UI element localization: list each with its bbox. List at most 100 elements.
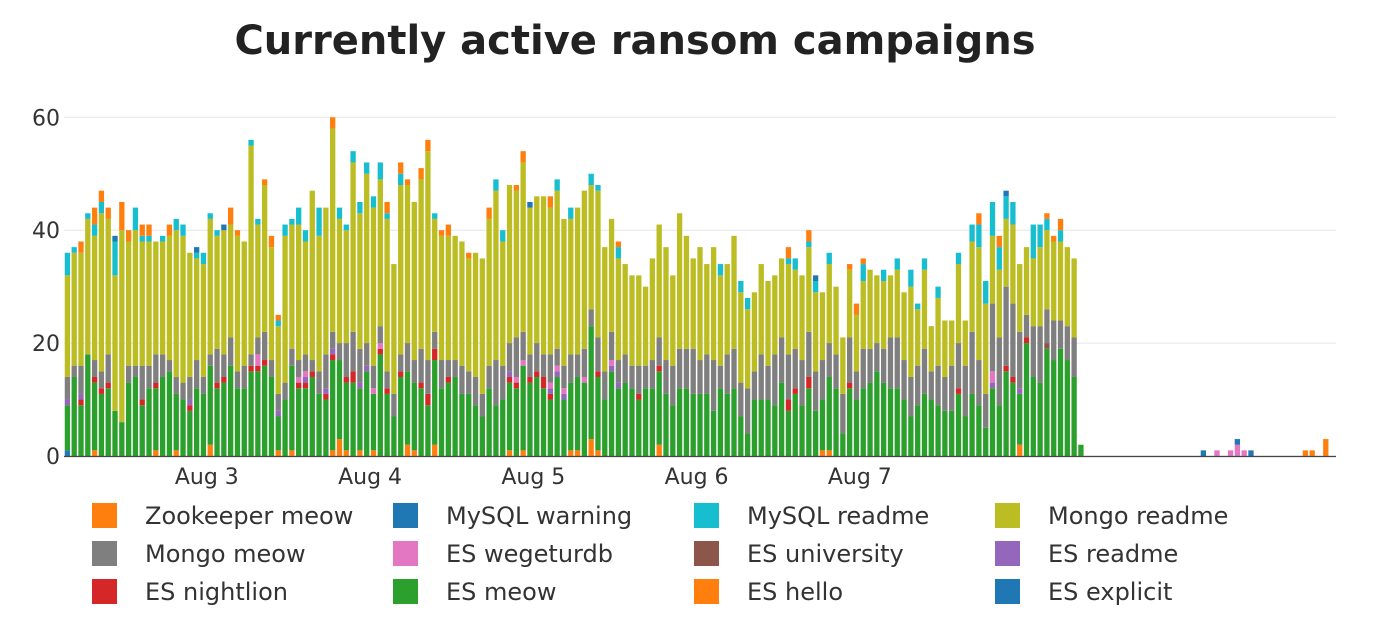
- legend-item[interactable]: MySQL readme: [694, 502, 995, 530]
- bar-segment: [887, 388, 894, 456]
- bar-stack: [187, 252, 193, 456]
- bar-stack: [819, 292, 826, 456]
- bar-segment: [262, 331, 268, 361]
- bar-segment: [262, 365, 268, 456]
- bar-segment: [404, 343, 411, 372]
- bar-segment: [350, 162, 356, 332]
- bar-stack: [1037, 224, 1043, 456]
- bar-segment: [493, 405, 499, 456]
- bar-segment: [595, 450, 601, 456]
- bar-segment: [248, 139, 254, 146]
- bar-segment: [500, 241, 506, 366]
- bar-segment: [656, 337, 662, 366]
- bar-segment: [330, 117, 336, 129]
- bar-segment: [221, 224, 227, 231]
- bar-segment: [955, 264, 962, 344]
- bar-segment: [969, 393, 975, 456]
- bar-segment: [1057, 218, 1064, 231]
- bar-segment: [275, 410, 281, 417]
- bar-segment: [561, 399, 567, 456]
- bar-stack: [881, 269, 887, 456]
- bar-segment: [132, 376, 139, 456]
- legend-item[interactable]: ES university: [694, 540, 995, 568]
- bar-segment: [132, 230, 139, 366]
- bar-stack: [193, 247, 200, 456]
- bar-segment: [996, 247, 1002, 270]
- bar-segment: [343, 382, 349, 451]
- bar-segment: [976, 247, 982, 361]
- bar-stack: [78, 241, 84, 456]
- bar-stack: [656, 224, 662, 456]
- legend-item[interactable]: ES readme: [995, 540, 1296, 568]
- bar-segment: [438, 388, 445, 456]
- bar-segment: [432, 348, 438, 361]
- bar-stack: [608, 218, 615, 456]
- bar-segment: [513, 185, 519, 191]
- bar-segment: [214, 388, 220, 456]
- bar-segment: [1044, 348, 1050, 456]
- bar-segment: [969, 241, 975, 332]
- bar-segment: [670, 405, 676, 456]
- bar-segment: [187, 399, 193, 406]
- bar-segment: [255, 365, 261, 372]
- bar-stack: [1057, 218, 1064, 456]
- bar-segment: [1003, 371, 1009, 456]
- legend-swatch: [393, 579, 418, 604]
- x-tick-label: Aug 5: [501, 465, 565, 490]
- bar-segment: [302, 354, 309, 372]
- bar-segment: [785, 410, 792, 456]
- bar-segment: [765, 399, 771, 456]
- bar-stack: [778, 258, 785, 456]
- bar-segment: [989, 303, 996, 372]
- bar-stack: [1030, 224, 1036, 456]
- bar-segment: [554, 348, 560, 366]
- bar-stack: [833, 286, 839, 456]
- bar-segment: [921, 393, 928, 456]
- bar-segment: [275, 326, 281, 394]
- legend-item[interactable]: ES explicit: [995, 578, 1296, 606]
- bar-stack: [520, 151, 526, 456]
- bar-stack: [568, 207, 574, 456]
- legend-item[interactable]: ES nightlion: [92, 578, 393, 606]
- bar-segment: [792, 269, 798, 349]
- legend-item[interactable]: Zookeeper meow: [92, 502, 393, 530]
- bar-segment: [146, 235, 152, 242]
- bar-segment: [377, 343, 383, 349]
- bar-stack: [996, 235, 1002, 456]
- bar-segment: [656, 224, 662, 338]
- bar-segment: [819, 292, 826, 361]
- bar-segment: [1064, 247, 1070, 327]
- bar-segment: [466, 371, 472, 394]
- bar-segment: [146, 388, 152, 456]
- bar-stack: [989, 201, 996, 456]
- bar-stack: [731, 235, 737, 456]
- bar-segment: [486, 218, 492, 366]
- bar-segment: [357, 382, 363, 389]
- legend-item[interactable]: Mongo meow: [92, 539, 393, 568]
- bar-segment: [187, 410, 193, 456]
- legend-item[interactable]: ES meow: [393, 578, 694, 606]
- bar-stack: [976, 213, 982, 456]
- bar-segment: [364, 173, 370, 344]
- bar-segment: [398, 376, 404, 456]
- legend-label: Mongo meow: [145, 539, 306, 568]
- bar-segment: [540, 196, 547, 355]
- bar-segment: [159, 241, 166, 355]
- bar-segment: [500, 365, 506, 400]
- bar-stack: [534, 196, 540, 456]
- legend-item[interactable]: ES wegeturdb: [393, 540, 694, 568]
- legend-item[interactable]: ES hello: [694, 578, 995, 606]
- legend-item[interactable]: MySQL warning: [393, 502, 694, 530]
- bar-stack: [1200, 450, 1207, 456]
- bar-segment: [98, 371, 105, 389]
- bar-stack: [1044, 213, 1050, 456]
- bar-segment: [112, 410, 118, 456]
- bar-segment: [996, 269, 1002, 338]
- bar-segment: [710, 247, 717, 361]
- bar-segment: [799, 405, 805, 456]
- bar-segment: [588, 185, 594, 310]
- bar-segment: [1064, 326, 1070, 361]
- bar-segment: [248, 145, 254, 355]
- legend-item[interactable]: Mongo readme: [995, 502, 1296, 530]
- bar-segment: [833, 286, 839, 355]
